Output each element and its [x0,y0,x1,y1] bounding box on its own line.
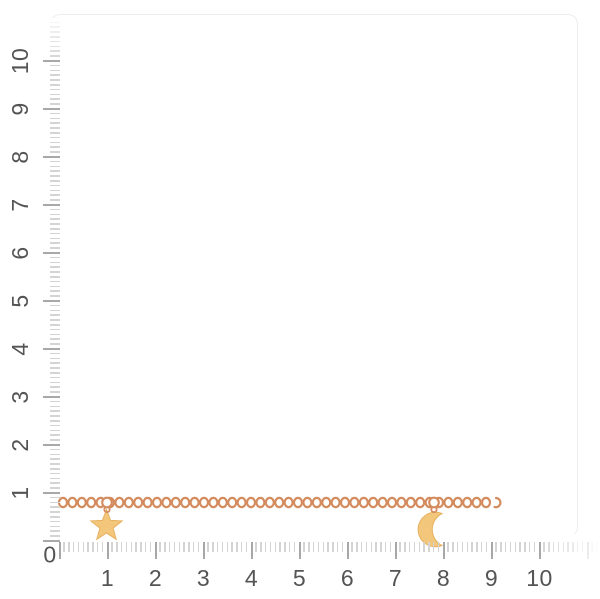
chain-link-ring [114,496,125,509]
chain-link-ring [170,496,181,509]
chain-link-ring [227,496,238,509]
chain-link-ring [208,496,219,509]
chain-link-ring [236,496,247,509]
chain-link-ring [415,496,426,509]
chain-link-ring [57,496,69,509]
chain-link-ring [452,496,463,509]
chain-link-ring [123,496,134,509]
chain-link-ring [330,496,341,509]
chain-link-ring [311,496,322,509]
chain-link-ring [189,496,200,509]
chain-link-ring [396,496,407,509]
chain-link-ring [368,496,379,509]
chain-link-ring [67,496,78,509]
ruler-zero-label: 0 [43,541,57,568]
chain-link-ring [142,496,153,509]
chain-link-ring [377,496,388,509]
chain-link-ring [292,496,304,509]
chain-link-ring [302,496,313,509]
chain-link-ring [405,496,416,509]
star-charm-jump-ring [101,496,113,509]
chain-link-ring [86,496,97,509]
chain-link-ring [255,496,266,509]
chain-link-ring [358,496,369,509]
chain-link-ring [161,496,172,509]
chain-link-ring [471,496,482,509]
chain-end-hook [493,496,502,509]
chain-link-ring [321,496,332,509]
chain-link-ring [443,496,454,509]
chain-link-ring [339,496,351,509]
chain-link-ring [198,496,210,509]
moon-charm [417,511,444,548]
chain-link-ring [180,496,191,509]
chain-link-ring [151,496,163,509]
chain-link-ring [76,496,87,509]
chain-link-ring [283,496,294,509]
chain-link-ring [480,496,492,509]
star-charm [89,508,124,541]
chain-link-ring [245,496,257,509]
chain-link-ring [217,496,228,509]
chain-link-ring [386,496,398,509]
chain-link-ring [349,496,360,509]
moon-charm-jump-ring [428,496,440,509]
chain-link-ring [264,496,275,509]
chain-link-ring [133,496,144,509]
chain-link-ring [462,496,473,509]
chain-link-ring [274,496,285,509]
